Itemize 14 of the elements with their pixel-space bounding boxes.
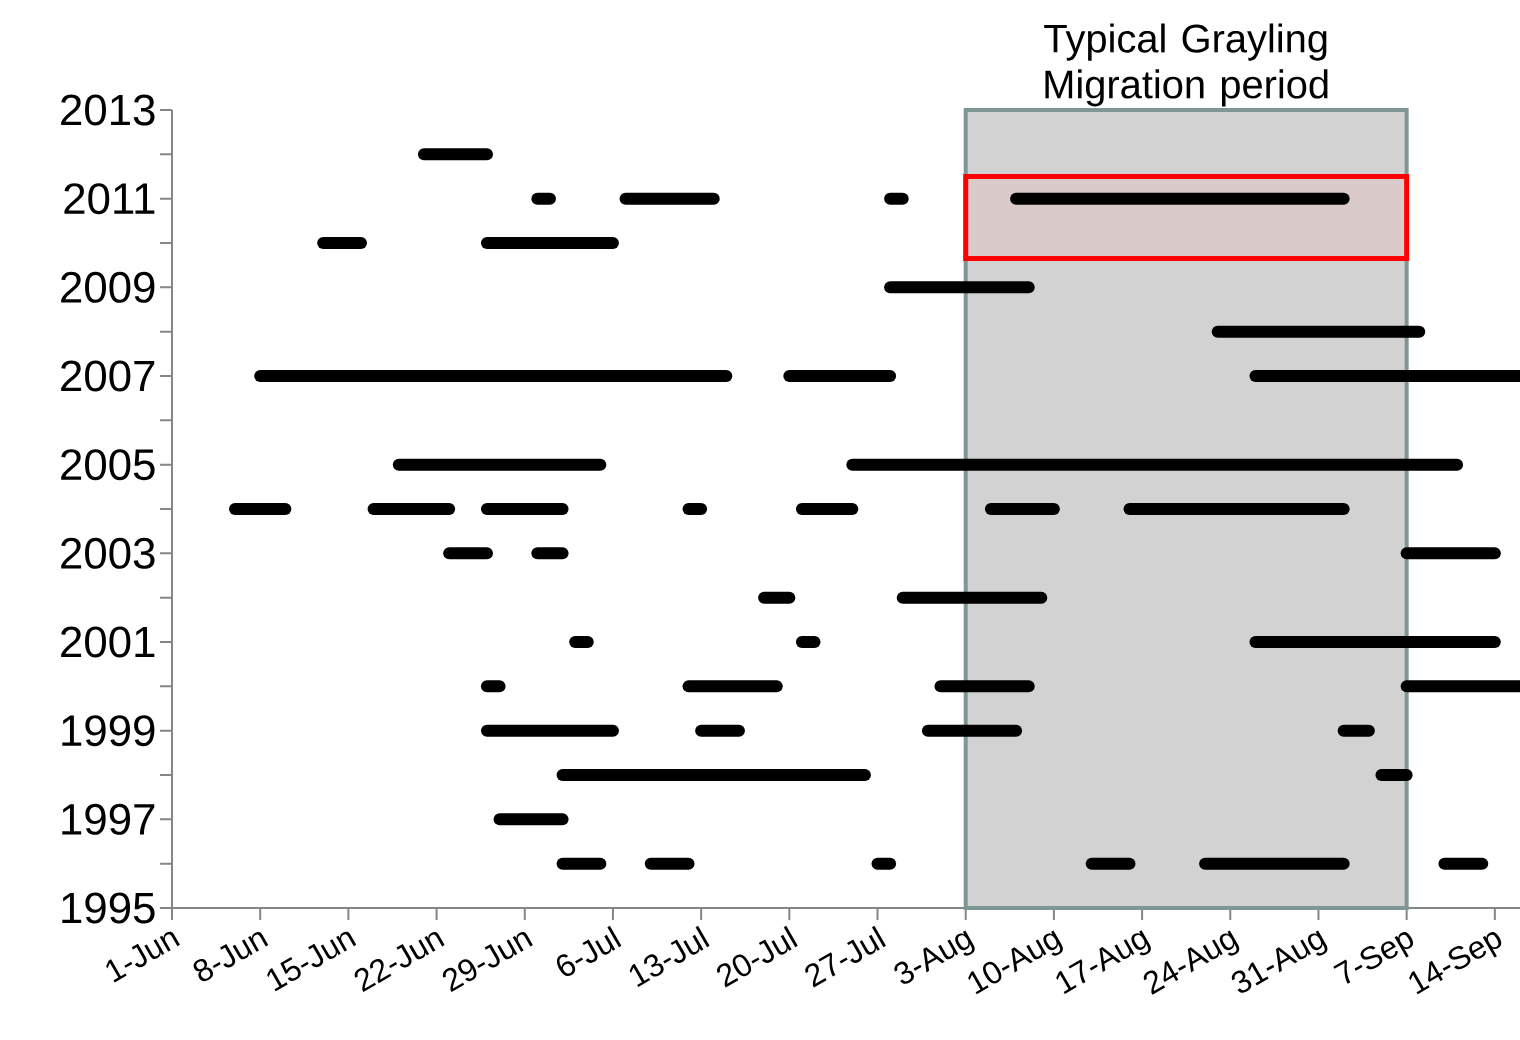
y-tick-label: 2007: [61, 360, 155, 392]
y-tick-label: 1995: [62, 892, 155, 924]
y-tick-label: 2013: [61, 94, 155, 126]
y-tick-label: 1997: [62, 803, 155, 835]
y-tick-label: 2005: [61, 449, 155, 481]
y-tick-label: 2009: [61, 271, 155, 303]
y-tick-label: 2001: [61, 626, 155, 658]
y-tick-label: 2011: [64, 183, 155, 215]
x-tick-label: 1-Jun: [106, 931, 180, 983]
x-tick-label: 6-Jul: [556, 925, 622, 977]
x-tick-label: 8-Jun: [193, 931, 269, 982]
band-label: Typical Grayling Migration period: [1044, 23, 1328, 107]
y-tick-label: 2003: [61, 537, 155, 569]
y-tick-label: 1999: [62, 715, 155, 747]
